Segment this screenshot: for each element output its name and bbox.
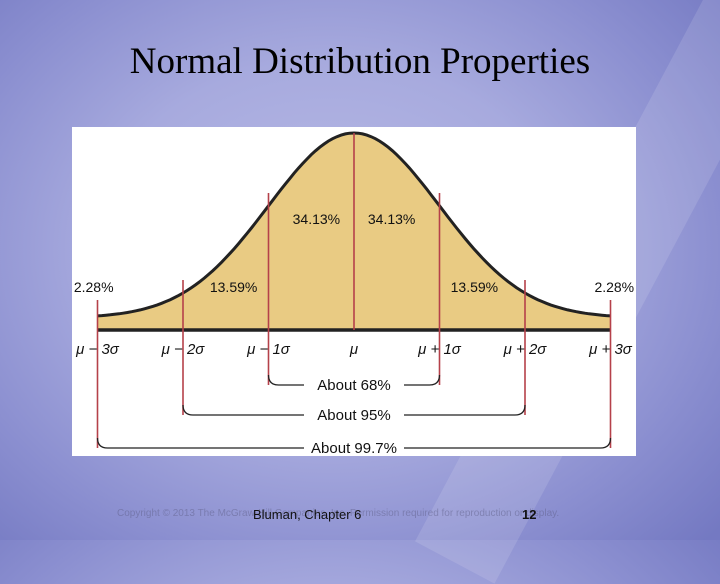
axis-label: μ + 2σ [503,341,548,358]
bracket [267,374,441,386]
bracket-label: About 95% [317,407,390,424]
axis-label: μ − 3σ [75,341,120,358]
axis-label: μ − 1σ [246,341,291,358]
region-label: 2.28% [594,279,634,295]
bracket [96,437,612,449]
page-number: 12 [522,507,537,522]
region-label: 13.59% [451,279,498,295]
footer-author: Bluman, Chapter 6 [253,507,362,522]
region-label: 34.13% [293,211,340,227]
slide-title: Normal Distribution Properties [129,41,591,82]
axis-label: μ [349,341,358,358]
bracket-label: About 99.7% [311,440,397,456]
copyright-text: Copyright © 2013 The McGraw-Hill Compani… [117,508,560,519]
region-label: 2.28% [74,279,114,295]
bracket [182,404,526,416]
bracket-label: About 68% [317,377,390,394]
axis-label: μ − 2σ [161,341,206,358]
region-label: 34.13% [368,211,415,227]
normal-distribution-figure: μ − 3σ μ − 2σ μ − 1σ μ μ + 1σ μ + 2σ μ + 3σ 2.2… [72,127,636,457]
region-label: 13.59% [210,279,257,295]
axis-label: μ + 1σ [417,341,462,358]
axis-label: μ + 3σ [588,341,633,358]
normal-curve-diagram: μ − 3σ μ − 2σ μ − 1σ μ μ + 1σ μ + 2σ μ + 3σ 2.2… [74,131,634,457]
